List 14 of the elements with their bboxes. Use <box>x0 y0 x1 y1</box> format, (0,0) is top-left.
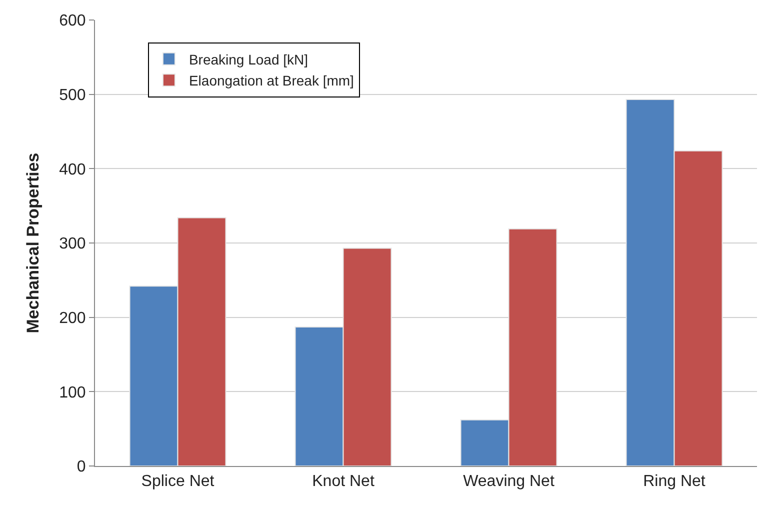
y-tick-label: 200 <box>59 310 86 327</box>
y-axis-title: Mechanical Properties <box>24 152 43 334</box>
y-tick-label: 300 <box>59 236 86 253</box>
legend-label: Breaking Load [kN] <box>188 51 308 68</box>
y-tick-label: 400 <box>59 161 86 178</box>
x-tick-label: Weaving Net <box>463 473 555 490</box>
y-tick-label: 100 <box>59 384 86 402</box>
y-tick-label: 500 <box>59 86 86 104</box>
x-tick-label: Splice Net <box>141 473 215 490</box>
y-tick-label: 0 <box>76 458 86 476</box>
y-tick-label: 600 <box>59 12 86 30</box>
x-tick-label: Ring Net <box>643 473 706 490</box>
legend-label: Elaongation at Break [mm] <box>188 72 354 89</box>
x-tick-label: Knot Net <box>312 473 375 490</box>
